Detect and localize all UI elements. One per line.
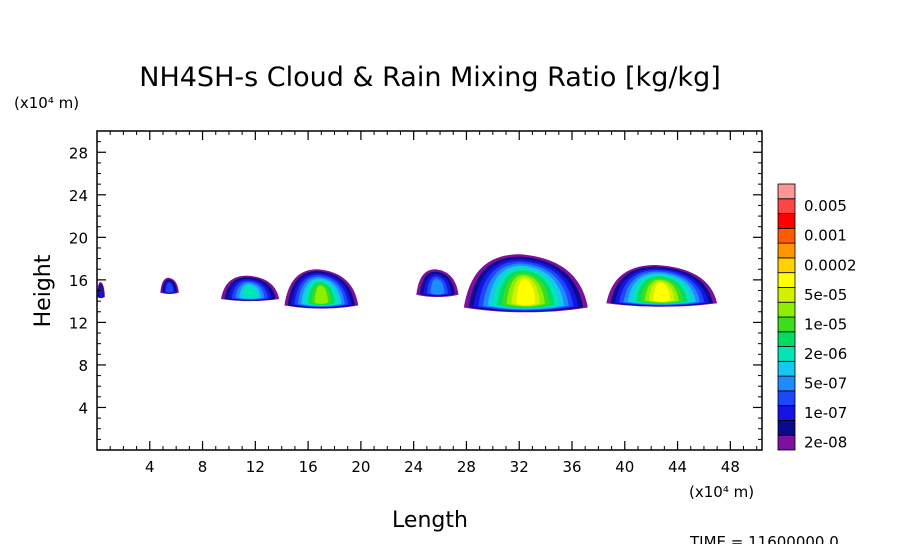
colorbar-swatch (777, 242, 796, 259)
y-tick-label: 12 (69, 314, 88, 332)
colorbar-swatch (777, 420, 796, 436)
colorbar-swatch (777, 331, 796, 347)
cloud-feature (606, 265, 718, 307)
y-axis-label: Height (31, 254, 56, 327)
colorbar-swatch (777, 301, 796, 318)
x-tick-label: 40 (615, 458, 634, 476)
contour-level (516, 279, 536, 306)
x-tick-label: 12 (246, 458, 265, 476)
x-tick-label: 32 (510, 458, 529, 476)
y-tick-label: 28 (69, 144, 88, 162)
x-tick-label: 44 (668, 458, 687, 476)
contour-fills (97, 254, 718, 313)
contour-level (99, 286, 103, 298)
colorbar: 2e-08 1e-07 5e-07 2e-06 1e-05 5e-05 0.0002 0.00… (777, 183, 857, 452)
colorbar-swatch (777, 316, 796, 333)
colorbar-label: 0.005 (804, 197, 847, 215)
contour-level (314, 285, 328, 304)
chart-title: NH4SH-s Cloud & Rain Mixing Ratio [kg/kg… (139, 62, 721, 93)
x-tick-label: 4 (145, 458, 155, 476)
x-tick-label: 20 (351, 458, 370, 476)
colorbar-label: 0.001 (804, 227, 847, 245)
time-label: TIME = 11600000.0 (689, 533, 839, 544)
colorbar-label: 1e-05 (804, 315, 847, 333)
colorbar-label: 1e-07 (804, 404, 847, 422)
cloud-feature (463, 254, 588, 313)
y-tick-label: 16 (69, 272, 88, 290)
x-unit-label: (x10⁴ m) (689, 483, 754, 501)
colorbar-swatch (777, 198, 796, 214)
cloud-feature (221, 275, 280, 302)
colorbar-swatch (777, 272, 796, 288)
colorbar-swatch (777, 346, 796, 362)
colorbar-swatch (777, 390, 796, 407)
x-tick-label: 48 (721, 458, 740, 476)
contour-level (165, 282, 174, 293)
contour-level (653, 282, 671, 302)
colorbar-swatch (777, 434, 796, 451)
x-tick-label: 8 (198, 458, 208, 476)
y-tick-label: 8 (78, 357, 88, 375)
x-tick-label: 24 (404, 458, 423, 476)
x-tick-label: 16 (299, 458, 318, 476)
colorbar-swatch (777, 227, 796, 244)
x-tick-label: 36 (562, 458, 581, 476)
colorbar-label: 5e-05 (804, 286, 847, 304)
cloud-feature (416, 269, 459, 298)
colorbar-swatch (777, 405, 796, 421)
plot-frame (96, 130, 763, 451)
y-tick-label: 24 (69, 187, 88, 205)
cloud-feature (284, 269, 359, 309)
colorbar-swatch (777, 183, 796, 200)
y-tick-label: 4 (78, 399, 88, 417)
colorbar-label: 0.0002 (804, 256, 857, 274)
colorbar-label: 2e-08 (804, 434, 847, 452)
colorbar-swatch (777, 213, 796, 229)
colorbar-swatch (777, 360, 796, 377)
contour-level (242, 285, 258, 299)
x-axis-label: Length (392, 508, 468, 533)
x-tick-label: 28 (457, 458, 476, 476)
colorbar-swatch (777, 375, 796, 392)
colorbar-swatch (777, 287, 796, 303)
y-unit-label: (x10⁴ m) (14, 94, 79, 112)
y-tick-label: 20 (69, 229, 88, 247)
colorbar-label: 5e-07 (804, 375, 847, 393)
colorbar-label: 2e-06 (804, 345, 847, 363)
colorbar-swatch (777, 257, 796, 274)
cloud-feature (160, 277, 179, 294)
contour-level (430, 278, 445, 295)
